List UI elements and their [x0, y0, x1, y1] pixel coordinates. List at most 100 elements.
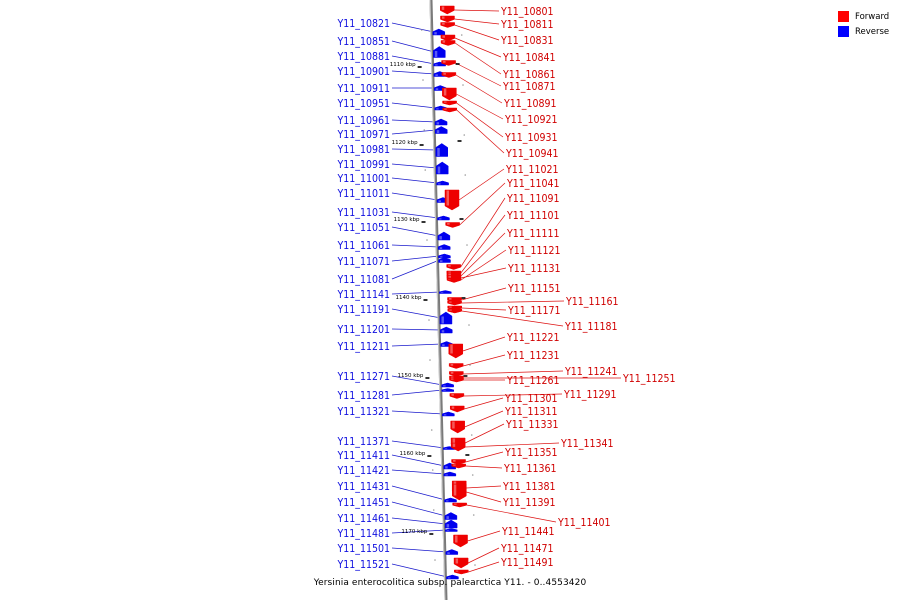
reverse-connector — [391, 255, 440, 262]
reverse-gene-Y11_10821 — [432, 28, 446, 36]
forward-connector — [456, 102, 504, 138]
reverse-gene-Y11_11321 — [442, 411, 455, 417]
reverse-gene-label: Y11_11451 — [336, 497, 390, 509]
forward-gene-label: Y11_11171 — [507, 305, 561, 317]
forward-connector — [460, 214, 506, 274]
forward-gene-label: Y11_11301 — [504, 393, 558, 405]
reverse-genes — [432, 28, 459, 580]
forward-gene-Y11_11181 — [447, 308, 463, 314]
forward-gene-Y11_11291 — [449, 393, 465, 399]
forward-gene-label: Y11_11401 — [557, 517, 611, 529]
forward-gene-Y11_11391 — [452, 483, 467, 501]
reverse-gene-Y11_11501 — [445, 549, 459, 555]
reverse-connector — [391, 343, 442, 347]
genome-backbone — [429, 0, 448, 600]
reverse-connector — [391, 226, 439, 237]
forward-gene-Y11_11161 — [447, 300, 462, 306]
reverse-gene-label: Y11_11211 — [336, 341, 390, 353]
reverse-connector — [391, 291, 441, 295]
reverse-gene-label: Y11_11081 — [336, 274, 390, 286]
reverse-connector — [391, 163, 438, 169]
kbp-tick-label: 1140 kbp — [396, 295, 422, 301]
forward-connector — [454, 24, 500, 41]
strand-dot — [429, 359, 431, 361]
reverse-connector — [391, 529, 447, 534]
reverse-gene-Y11_11481 — [445, 528, 458, 532]
forward-gene-label: Y11_11251 — [622, 373, 676, 385]
reverse-gene-label: Y11_11461 — [336, 513, 390, 525]
reverse-gene-label: Y11_11501 — [336, 543, 390, 555]
forward-gene-Y11_10891 — [441, 72, 457, 78]
kbp-tick-label: 1150 kbp — [398, 373, 424, 379]
reverse-gene-label: Y11_11051 — [336, 222, 390, 234]
reverse-gene-label: Y11_11521 — [336, 559, 390, 571]
reverse-gene-label: Y11_11431 — [336, 481, 390, 493]
strand-dot — [469, 364, 471, 366]
forward-gene-label: Y11_11381 — [502, 481, 556, 493]
reverse-swatch — [838, 26, 849, 37]
forward-gene-label: Y11_11221 — [506, 332, 560, 344]
forward-connector — [464, 423, 505, 444]
forward-connector — [465, 465, 503, 469]
reverse-gene-Y11_11191 — [439, 311, 453, 325]
reverse-gene-label: Y11_11001 — [336, 173, 390, 185]
label-connectors — [391, 9, 621, 578]
forward-gene-label: Y11_11231 — [506, 350, 560, 362]
reverse-connector — [391, 469, 445, 475]
reverse-gene-Y11_11271 — [441, 382, 454, 388]
reverse-gene-Y11_11081 — [438, 257, 451, 263]
forward-gene-label: Y11_10841 — [502, 52, 556, 64]
reverse-gene-Y11_11451 — [444, 512, 458, 520]
forward-connector — [461, 307, 507, 311]
forward-gene-label: Y11_11491 — [500, 557, 554, 569]
reverse-gene-Y11_11141 — [439, 290, 452, 294]
forward-gene-Y11_11091 — [446, 264, 461, 270]
strand-dot — [463, 134, 466, 136]
forward-gene-label: Y11_10811 — [500, 19, 554, 31]
forward-connector — [467, 547, 500, 564]
forward-connector — [464, 397, 504, 410]
reverse-gene-label: Y11_11371 — [336, 436, 390, 448]
strand-dot — [474, 564, 476, 566]
legend: Forward Reverse — [838, 9, 900, 39]
forward-connector — [462, 336, 506, 352]
strand-dot — [428, 319, 430, 321]
kbp-tick-label: 1110 kbp — [390, 62, 416, 68]
reverse-connector — [391, 547, 447, 553]
strand-dot — [471, 474, 474, 476]
forward-gene-label: Y11_10831 — [500, 35, 554, 47]
forward-gene-label: Y11_10931 — [504, 132, 558, 144]
reverse-connector — [391, 501, 446, 517]
reverse-connector — [391, 40, 435, 53]
reverse-gene-label: Y11_11421 — [336, 465, 390, 477]
forward-connector — [460, 267, 507, 279]
reverse-gene-label: Y11_11011 — [336, 188, 390, 200]
kbp-tick-label: 1120 kbp — [392, 140, 418, 146]
reverse-connector — [391, 440, 445, 449]
forward-gene-Y11_10871 — [441, 60, 456, 66]
reverse-gene-label: Y11_11281 — [336, 390, 390, 402]
forward-connector — [460, 197, 506, 268]
forward-gene-label: Y11_11161 — [565, 296, 619, 308]
strand-dot — [470, 434, 473, 436]
forward-gene-label: Y11_11021 — [505, 164, 559, 176]
forward-gene-Y11_11221 — [448, 343, 464, 359]
forward-gene-label: Y11_11391 — [502, 497, 556, 509]
reverse-connector — [391, 70, 435, 75]
reverse-connector — [391, 454, 445, 467]
forward-connector — [454, 9, 500, 12]
forward-connector — [460, 232, 506, 277]
forward-gene-Y11_10811 — [440, 15, 455, 23]
strand-dot — [464, 174, 467, 176]
forward-gene-label: Y11_10801 — [500, 6, 554, 18]
forward-gene-Y11_11341 — [450, 442, 466, 452]
reverse-gene-Y11_11281 — [441, 388, 454, 392]
forward-gene-Y11_11241 — [449, 371, 464, 377]
reverse-gene-labels: Y11_10821 Y11_10851 Y11_10881 Y11_10901 Y11_… — [336, 18, 390, 571]
forward-connector — [465, 442, 560, 448]
forward-connector — [455, 62, 502, 87]
reverse-gene-label: Y11_10881 — [336, 51, 390, 63]
kbp-ticks: 1110 kbp 1120 kbp 1130 kbp 1140 kbp 1150 kbp… — [390, 29, 476, 566]
reverse-gene-Y11_11051 — [437, 231, 451, 241]
